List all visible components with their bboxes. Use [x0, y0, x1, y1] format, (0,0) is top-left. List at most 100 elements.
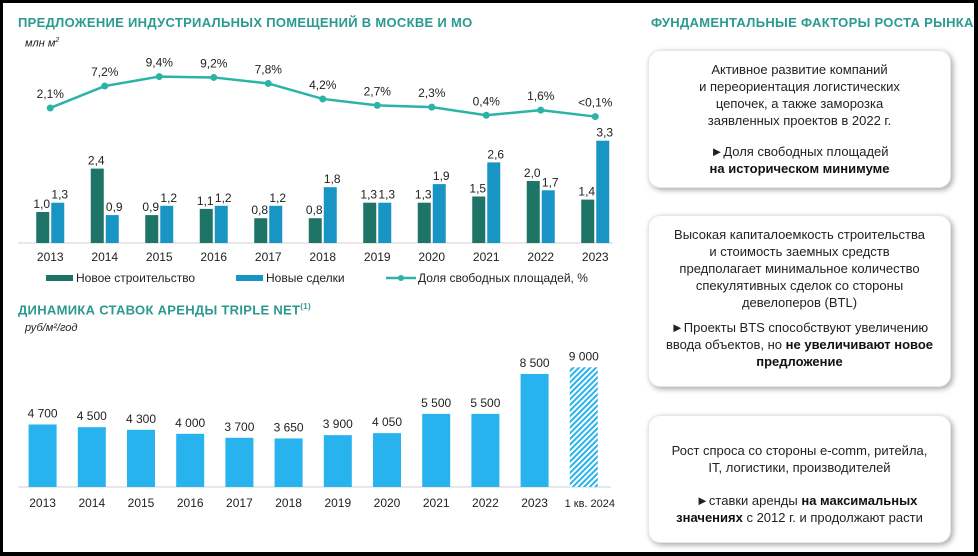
rent-title-text: ДИНАМИКА СТАВОК АРЕНДЫ TRIPLE NET [18, 302, 301, 318]
legend-vacancy: Доля свободных площадей, % [386, 271, 588, 285]
bar-new-construction [472, 196, 486, 243]
data-label-rent: 5 500 [421, 396, 451, 410]
data-label-rent: 3 700 [224, 420, 254, 434]
bar-new-construction [417, 202, 431, 243]
bar-new-deals [160, 205, 174, 243]
card-line: девелоперов (BTL) [741, 295, 858, 310]
vacancy-point [155, 73, 163, 81]
data-label-new-deals: 1,3 [51, 188, 68, 202]
bar-new-deals [105, 215, 119, 243]
vacancy-point [264, 79, 272, 87]
bar-new-construction [526, 181, 540, 243]
data-label-rent: 4 500 [77, 409, 107, 423]
card-highlight: ►Проекты BTS способствуют увеличению вво… [649, 319, 950, 370]
data-label-rent: 4 050 [372, 415, 402, 429]
data-label-rent: 4 300 [126, 412, 156, 426]
vacancy-label: 1,6% [527, 89, 555, 103]
triangle-bullet-icon: ► [710, 144, 724, 159]
x-tick-label: 2021 [473, 250, 500, 264]
x-tick-label: 2020 [374, 496, 401, 510]
card-line: Высокая капиталоемкость строительства [674, 227, 925, 242]
x-tick-label: 2020 [418, 250, 445, 264]
data-label-new-deals: 1,8 [324, 172, 341, 186]
x-tick-label: 2022 [472, 496, 499, 510]
vacancy-label: 2,1% [37, 87, 65, 101]
bar-rent [422, 413, 451, 487]
bar-rent [127, 429, 155, 487]
x-tick-label: 2016 [177, 496, 204, 510]
data-label-new-deals: 3,3 [596, 126, 613, 140]
bar-rent [77, 427, 106, 487]
bar-rent [471, 413, 500, 487]
x-tick-label: 2016 [200, 250, 227, 264]
highlight-text: Проекты BTS способствуют увеличению ввод… [665, 320, 929, 352]
vacancy-point [210, 73, 218, 81]
legend-label: Доля свободных площадей, % [418, 271, 588, 285]
vacancy-point [373, 101, 381, 109]
x-tick-label: 2022 [527, 250, 554, 264]
data-label-rent: 4 700 [28, 406, 58, 420]
data-label-new-deals: 1,3 [378, 188, 395, 202]
x-tick-label: 2021 [423, 496, 450, 510]
x-tick-label: 2019 [364, 250, 391, 264]
vacancy-label: 7,2% [91, 65, 119, 79]
highlight-bold-text: значениях [676, 510, 743, 525]
data-label-new-deals: 1,2 [160, 191, 177, 205]
bar-new-deals [487, 162, 501, 243]
highlight-bold-text: не увеличивают новое предложение [756, 337, 934, 369]
bar-new-deals [432, 184, 446, 243]
triangle-bullet-icon: ► [696, 493, 709, 508]
bar-new-construction [254, 218, 268, 243]
x-tick-label: 2017 [226, 496, 253, 510]
factor-card-capital: Высокая капиталоемкость строительства и … [648, 215, 951, 387]
data-label-new-construction: 1,3 [415, 188, 432, 202]
bar-new-construction [199, 208, 213, 243]
legend-swatch-new-deals [236, 275, 263, 281]
rent-chart-title: ДИНАМИКА СТАВОК АРЕНДЫ TRIPLE NET(1) [18, 302, 311, 317]
highlight-text: ставки аренды [708, 493, 798, 508]
bar-rent [225, 437, 254, 487]
vacancy-point [482, 111, 490, 119]
bar-new-deals [378, 202, 392, 243]
legend-new-deals: Новые сделки [236, 271, 345, 285]
x-tick-label: 2015 [146, 250, 173, 264]
unit-sup: 2 [55, 37, 60, 44]
rent-chart-unit: руб/м²/год [25, 322, 78, 334]
x-tick-label: 2015 [128, 496, 155, 510]
x-tick-label: 2018 [275, 496, 302, 510]
data-label-rent: 5 500 [470, 396, 500, 410]
x-tick-label: 1 кв. 2024 [565, 498, 615, 510]
bar-new-construction [145, 215, 159, 243]
legend-new-construction: Новое строительство [46, 271, 195, 285]
slide-frame: ПРЕДЛОЖЕНИЕ ИНДУСТРИАЛЬНЫХ ПОМЕЩЕНИЙ В М… [3, 3, 974, 552]
data-label-new-deals: 1,2 [215, 191, 232, 205]
bar-new-construction [581, 199, 595, 243]
bar-rent-forecast [569, 367, 598, 487]
data-label-new-construction: 2,4 [88, 154, 105, 168]
rent-chart: 4 700 2013 4 500 2014 4 300 2015 4 000 2016 3 70… [18, 349, 615, 510]
data-label-new-construction: 1,4 [578, 185, 595, 199]
vacancy-label: 4,2% [309, 78, 337, 92]
bar-new-construction [308, 218, 322, 243]
bar-rent [28, 424, 57, 487]
data-label-new-construction: 2,0 [524, 166, 541, 180]
card-highlight: ►Доля свободных площадей [649, 143, 950, 160]
x-tick-label: 2013 [29, 496, 56, 510]
vacancy-label: 2,3% [418, 86, 446, 100]
data-label-new-construction: 1,5 [469, 182, 486, 196]
x-tick-label: 2019 [324, 496, 351, 510]
data-label-rent: 8 500 [520, 356, 550, 370]
data-label-rent: 9 000 [569, 349, 599, 363]
card-line: и переориентация логистических [699, 79, 900, 94]
data-label-new-deals: 1,7 [542, 175, 559, 189]
bar-rent [274, 438, 303, 487]
bar-new-deals [541, 190, 555, 243]
data-label-new-deals: 2,6 [487, 147, 504, 161]
x-tick-label: 2018 [309, 250, 336, 264]
bar-new-deals [269, 205, 283, 243]
highlight-text: Доля свободных площадей [723, 144, 889, 159]
vacancy-point [319, 95, 327, 103]
bar-new-deals [596, 140, 610, 243]
data-label-new-deals: 0,9 [106, 200, 123, 214]
